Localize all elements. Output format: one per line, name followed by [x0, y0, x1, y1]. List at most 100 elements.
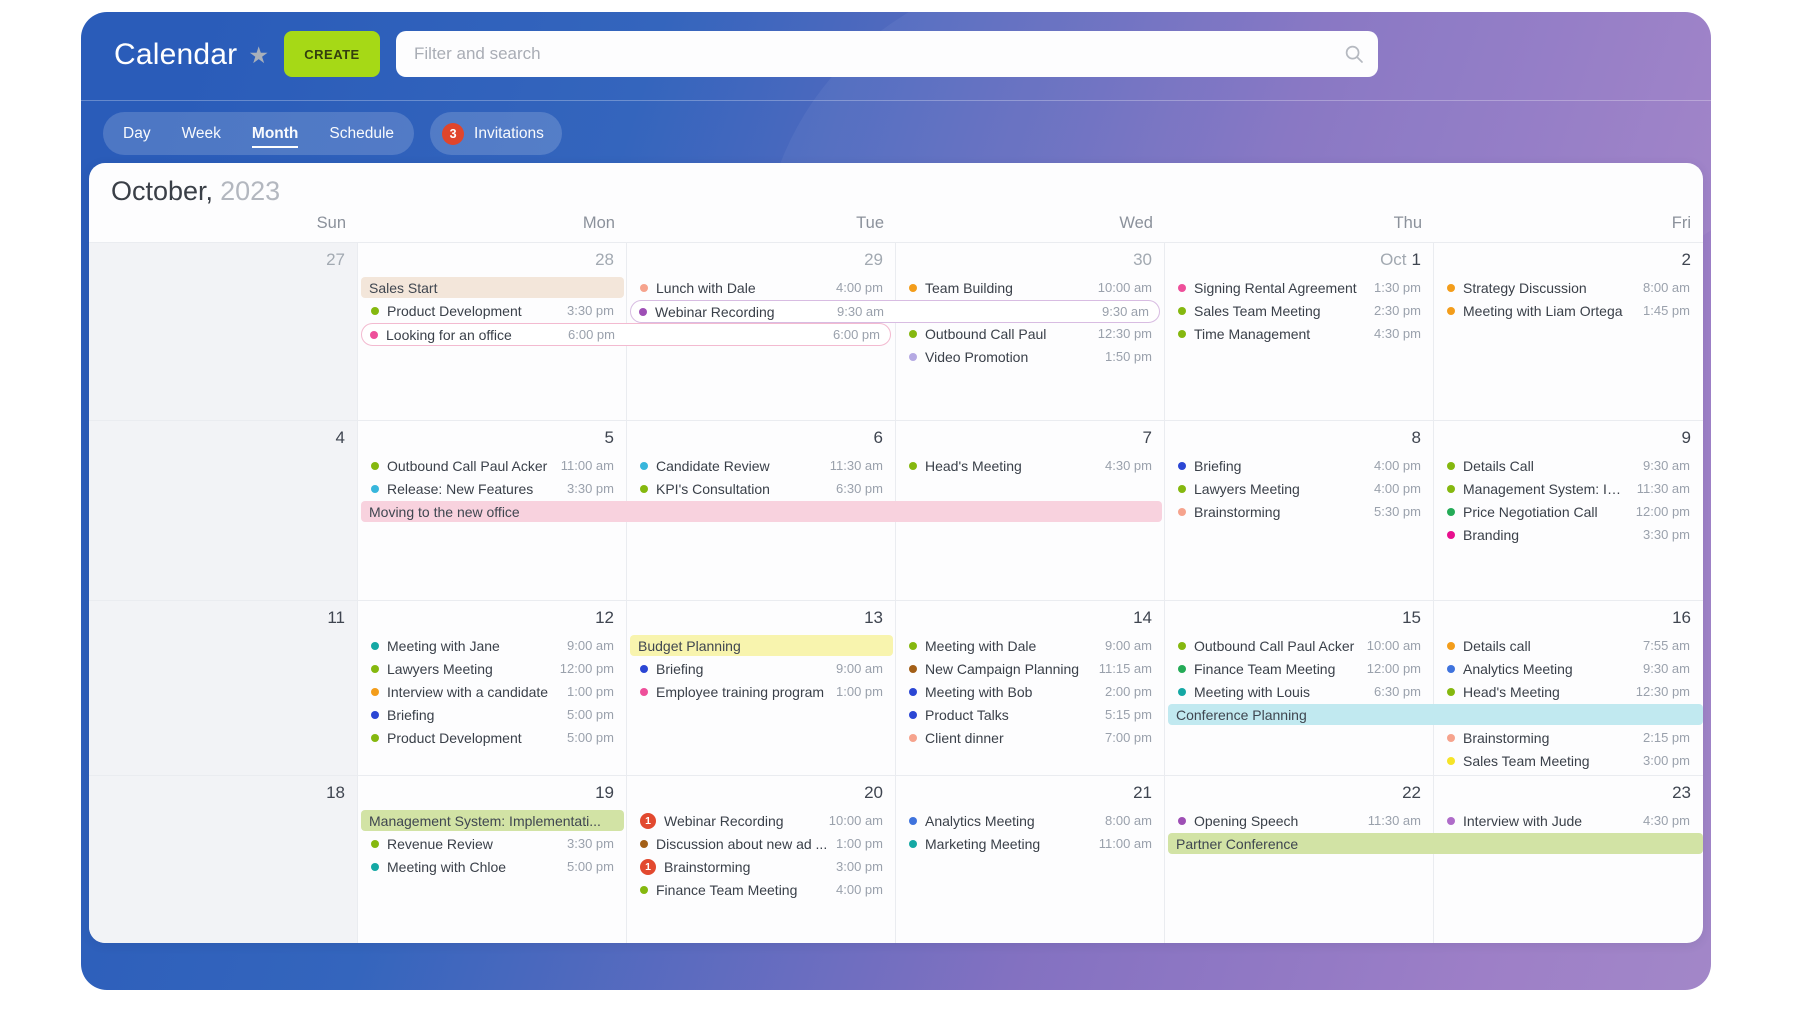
day-cell[interactable]: 2	[1434, 243, 1703, 420]
calendar-event[interactable]: Client dinner 7:00 pm	[899, 727, 1162, 748]
day-cell[interactable]: 23	[1434, 776, 1703, 943]
calendar-event[interactable]: Head's Meeting 12:30 pm	[1437, 681, 1700, 702]
day-cell[interactable]: 7	[896, 421, 1165, 600]
calendar-event[interactable]: Brainstorming 5:30 pm	[1168, 501, 1431, 522]
calendar-event[interactable]: Employee training program 1:00 pm	[630, 681, 893, 702]
create-button[interactable]: CREATE	[284, 31, 380, 77]
calendar-event[interactable]: Briefing 5:00 pm	[361, 704, 624, 725]
search-icon[interactable]	[1344, 44, 1364, 64]
day-cell[interactable]: 30	[896, 243, 1165, 420]
calendar-event[interactable]: Lawyers Meeting 4:00 pm	[1168, 478, 1431, 499]
day-cell[interactable]: Oct 1	[1165, 243, 1434, 420]
tab-schedule[interactable]: Schedule	[329, 124, 395, 142]
calendar-event[interactable]: Product Development 3:30 pm	[361, 300, 624, 321]
event-time: 11:15 am	[1098, 661, 1152, 676]
calendar-event[interactable]: Briefing 9:00 am	[630, 658, 893, 679]
event-color-dot	[1447, 816, 1455, 825]
invitations-button[interactable]: 3 Invitations	[430, 112, 562, 155]
all-day-event[interactable]: Management System: Implementati...	[361, 810, 624, 831]
calendar-event[interactable]: Meeting with Chloe 5:00 pm	[361, 856, 624, 877]
calendar-event[interactable]: Meeting with Bob 2:00 pm	[899, 681, 1162, 702]
calendar-event[interactable]: Briefing 4:00 pm	[1168, 455, 1431, 476]
calendar-event[interactable]: Outbound Call Paul Acker 10:00 am	[1168, 635, 1431, 656]
calendar-event[interactable]: Branding 3:30 pm	[1437, 524, 1700, 545]
calendar-event[interactable]: 1 Webinar Recording 10:00 am	[630, 810, 893, 831]
search-input[interactable]	[412, 43, 1344, 65]
all-day-event[interactable]: Partner Conference	[1168, 833, 1703, 854]
day-cell[interactable]: 27	[89, 243, 358, 420]
day-cell[interactable]: 18	[89, 776, 358, 943]
all-day-event[interactable]: Moving to the new office	[361, 501, 1162, 522]
calendar-event[interactable]: Meeting with Dale 9:00 am	[899, 635, 1162, 656]
multi-day-event[interactable]: Looking for an office 6:00 pm 6:00 pm	[361, 323, 891, 346]
calendar-event[interactable]: Marketing Meeting 11:00 am	[899, 833, 1162, 854]
all-day-event[interactable]: Sales Start	[361, 277, 624, 298]
event-time: 10:00 am	[1097, 280, 1152, 295]
multi-day-event[interactable]: Webinar Recording 9:30 am 9:30 am	[630, 300, 1160, 323]
calendar-event[interactable]: Sales Team Meeting 3:00 pm	[1437, 750, 1700, 771]
tab-week[interactable]: Week	[181, 124, 221, 142]
calendar-event[interactable]: Signing Rental Agreement 1:30 pm	[1168, 277, 1431, 298]
calendar-event[interactable]: Lawyers Meeting 12:00 pm	[361, 658, 624, 679]
calendar-event[interactable]: Release: New Features 3:30 pm	[361, 478, 624, 499]
calendar-event[interactable]: New Campaign Planning 11:15 am	[899, 658, 1162, 679]
day-cell[interactable]: 20	[627, 776, 896, 943]
calendar-event[interactable]: Video Promotion 1:50 pm	[899, 346, 1162, 367]
calendar-event[interactable]: KPI's Consultation 6:30 pm	[630, 478, 893, 499]
tab-day[interactable]: Day	[123, 124, 151, 142]
calendar-event[interactable]: Candidate Review 11:30 am	[630, 455, 893, 476]
calendar-event[interactable]: Revenue Review 3:30 pm	[361, 833, 624, 854]
event-color-dot	[371, 862, 379, 871]
day-cell[interactable]: 4	[89, 421, 358, 600]
calendar-event[interactable]: Details Call 9:30 am	[1437, 455, 1700, 476]
calendar-event[interactable]: Sales Team Meeting 2:30 pm	[1168, 300, 1431, 321]
date-number: 4	[335, 428, 345, 447]
search-bar[interactable]	[396, 31, 1378, 77]
day-cell[interactable]: 13	[627, 601, 896, 775]
event-title: Interview with a candidate	[387, 683, 549, 700]
calendar-event[interactable]: Interview with a candidate 1:00 pm	[361, 681, 624, 702]
day-cell[interactable]: 22	[1165, 776, 1434, 943]
calendar-event[interactable]: Analytics Meeting 9:30 am	[1437, 658, 1700, 679]
calendar-event[interactable]: Product Development 5:00 pm	[361, 727, 624, 748]
day-cell[interactable]: 8	[1165, 421, 1434, 600]
day-cell[interactable]: 29	[627, 243, 896, 420]
calendar-event[interactable]: Lunch with Dale 4:00 pm	[630, 277, 893, 298]
calendar-event[interactable]: Head's Meeting 4:30 pm	[899, 455, 1162, 476]
calendar-event[interactable]: Analytics Meeting 8:00 am	[899, 810, 1162, 831]
day-cell[interactable]: 21	[896, 776, 1165, 943]
calendar-event[interactable]: Price Negotiation Call 12:00 pm	[1437, 501, 1700, 522]
calendar-event[interactable]: Team Building 10:00 am	[899, 277, 1162, 298]
day-cell[interactable]: 14	[896, 601, 1165, 775]
all-day-event[interactable]: Budget Planning	[630, 635, 893, 656]
calendar-event[interactable]: Management System: Im... 11:30 am	[1437, 478, 1700, 499]
calendar-event[interactable]: Details call 7:55 am	[1437, 635, 1700, 656]
calendar-event[interactable]: Brainstorming 2:15 pm	[1437, 727, 1700, 748]
calendar-event[interactable]: Finance Team Meeting 4:00 pm	[630, 879, 893, 900]
day-cell[interactable]: 9	[1434, 421, 1703, 600]
event-color-dot	[909, 839, 917, 848]
calendar-event[interactable]: 1 Brainstorming 3:00 pm	[630, 856, 893, 877]
calendar-event[interactable]: Product Talks 5:15 pm	[899, 704, 1162, 725]
calendar-event[interactable]: Meeting with Jane 9:00 am	[361, 635, 624, 656]
tab-month[interactable]: Month	[251, 124, 299, 148]
calendar-event[interactable]: Finance Team Meeting 12:00 pm	[1168, 658, 1431, 679]
week-row: 27 28 29 30 Oct 1 2 Sales Start Product Developm…	[89, 242, 1703, 420]
day-cell[interactable]: 16	[1434, 601, 1703, 775]
date-number: 22	[1402, 783, 1421, 802]
day-cell[interactable]: 19	[358, 776, 627, 943]
all-day-event[interactable]: Conference Planning	[1168, 704, 1703, 725]
day-cell[interactable]: 11	[89, 601, 358, 775]
calendar-event[interactable]: Time Management 4:30 pm	[1168, 323, 1431, 344]
calendar-event[interactable]: Outbound Call Paul Acker 11:00 am	[361, 455, 624, 476]
calendar-event[interactable]: Meeting with Louis 6:30 pm	[1168, 681, 1431, 702]
calendar-event[interactable]: Discussion about new ad ... 1:00 pm	[630, 833, 893, 854]
calendar-event[interactable]: Interview with Jude 4:30 pm	[1437, 810, 1700, 831]
calendar-event[interactable]: Strategy Discussion 8:00 am	[1437, 277, 1700, 298]
calendar-event[interactable]: Opening Speech 11:30 am	[1168, 810, 1431, 831]
day-cell[interactable]: 15	[1165, 601, 1434, 775]
calendar-event[interactable]: Meeting with Liam Ortega 1:45 pm	[1437, 300, 1700, 321]
day-cell[interactable]: 12	[358, 601, 627, 775]
star-icon[interactable]: ★	[248, 41, 270, 68]
calendar-event[interactable]: Outbound Call Paul 12:30 pm	[899, 323, 1162, 344]
